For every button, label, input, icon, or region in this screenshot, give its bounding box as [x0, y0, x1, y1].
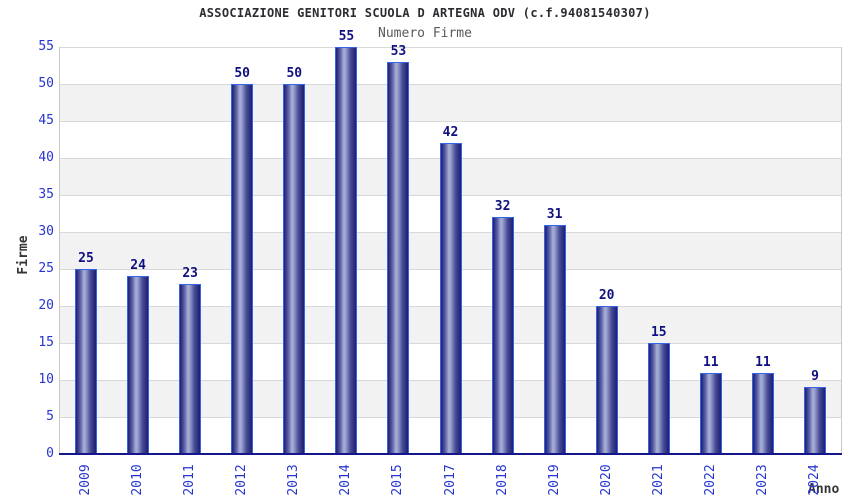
y-tick-label: 55: [38, 39, 54, 54]
plot-border-right: [841, 47, 842, 455]
bar-value-label: 53: [390, 43, 407, 59]
x-axis-title: Anno: [808, 482, 840, 497]
x-tick-label: 2010: [130, 464, 146, 496]
x-tick-label: 2012: [234, 464, 250, 496]
bar: [439, 143, 462, 454]
y-tick-label: 35: [38, 187, 54, 202]
y-tick-label: 45: [38, 113, 54, 128]
bar-value-label: 24: [130, 258, 146, 274]
bar-value-label: 50: [286, 66, 303, 81]
bar-value-label: 50: [234, 66, 251, 81]
y-tick-label: 15: [38, 335, 54, 350]
y-tick-label: 40: [38, 150, 54, 165]
bar-value-label: 9: [811, 369, 819, 385]
bar: [751, 372, 774, 454]
bar: [543, 224, 566, 454]
x-tick-label: 2014: [338, 464, 354, 496]
bar-value-label: 20: [598, 288, 615, 303]
bar: [595, 306, 618, 454]
bar: [179, 283, 202, 454]
bar: [491, 217, 514, 454]
bar-value-label: 42: [442, 125, 459, 141]
x-tick-label: 2011: [182, 464, 198, 496]
bar: [283, 84, 306, 454]
plot-band: [60, 84, 841, 121]
bar: [231, 84, 254, 454]
plot-band: [60, 47, 841, 84]
x-tick-label: 2023: [754, 464, 770, 496]
y-tick-label: 5: [46, 409, 54, 424]
bar-value-label: 55: [338, 29, 355, 44]
y-tick-label: 25: [38, 261, 54, 276]
x-tick-label: 2020: [598, 464, 614, 496]
bar: [387, 61, 410, 454]
bar: [647, 343, 670, 454]
bar: [699, 372, 722, 454]
bar-value-label: 23: [182, 265, 199, 281]
y-tick-label: 30: [38, 224, 54, 239]
bar-value-label: 15: [650, 325, 667, 340]
chart-subtitle: Numero Firme: [378, 26, 472, 41]
y-tick-label: 0: [46, 446, 54, 461]
plot-border-left: [59, 47, 60, 455]
bar-value-label: 31: [546, 206, 563, 222]
x-axis-line: [59, 453, 842, 455]
bar: [75, 269, 97, 454]
x-tick-label: 2018: [494, 464, 510, 496]
x-tick-label: 2022: [702, 464, 718, 496]
x-tick-label: 2009: [78, 464, 93, 496]
bar-value-label: 32: [494, 199, 511, 215]
y-tick-label: 50: [38, 76, 54, 91]
x-tick-label: 2024: [807, 464, 822, 496]
x-tick-label: 2013: [286, 464, 302, 496]
chart-title: ASSOCIAZIONE GENITORI SCUOLA D ARTEGNA O…: [199, 6, 651, 20]
bar-value-label: 11: [755, 354, 771, 370]
bar: [804, 387, 826, 454]
y-tick-label: 20: [38, 298, 54, 313]
bar: [127, 276, 150, 454]
bar-value-label: 25: [78, 251, 94, 266]
bar-value-label: 11: [702, 354, 719, 370]
x-tick-label: 2017: [442, 464, 458, 496]
bar: [335, 47, 358, 454]
x-tick-label: 2021: [650, 464, 666, 496]
x-tick-label: 2015: [390, 464, 406, 496]
y-tick-label: 10: [38, 372, 54, 387]
x-tick-label: 2019: [546, 464, 562, 496]
